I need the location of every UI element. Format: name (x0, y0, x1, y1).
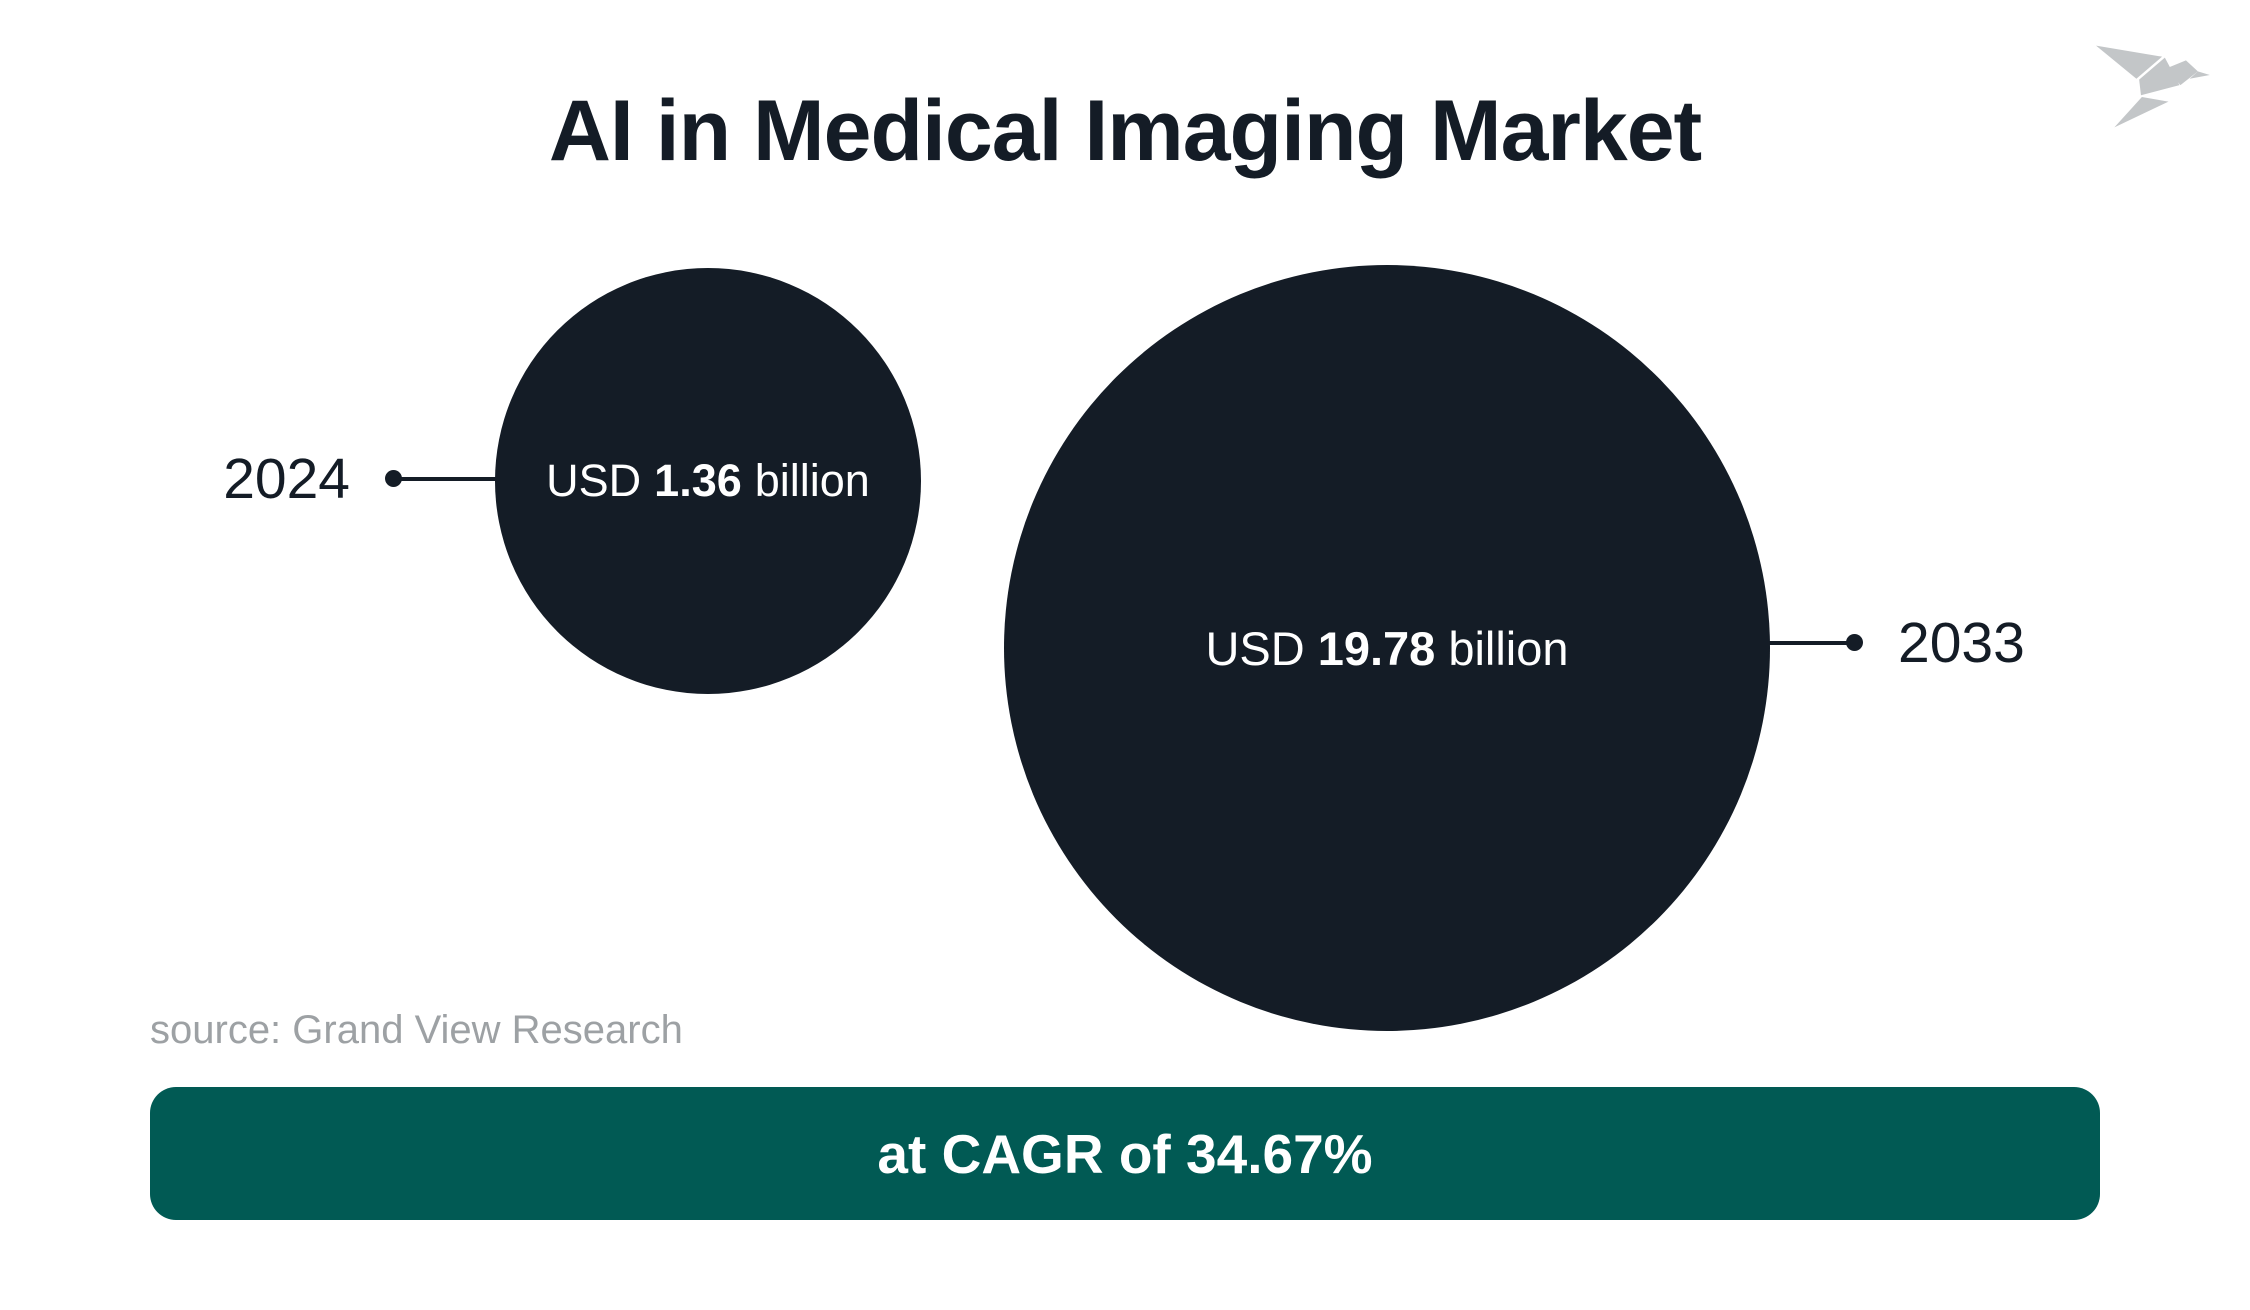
bubble-2024-currency: USD (546, 455, 642, 506)
callout-line-2024 (393, 477, 497, 481)
callout-line-2033 (1766, 641, 1850, 645)
bubble-2033: USD 19.78 billion (1004, 265, 1770, 1031)
source-attribution: source: Grand View Research (150, 1008, 683, 1052)
cagr-banner: at CAGR of 34.67% (150, 1087, 2100, 1220)
cagr-banner-text: at CAGR of 34.67% (877, 1122, 1373, 1185)
bubble-2024: USD 1.36 billion (495, 268, 921, 694)
bubble-2024-value: 1.36 (654, 455, 742, 506)
callout-dot-2033 (1846, 634, 1863, 651)
bubble-2033-value: 19.78 (1317, 621, 1436, 675)
bubble-2033-unit: billion (1448, 621, 1569, 675)
bubble-2033-currency: USD (1205, 621, 1305, 675)
page-title: AI in Medical Imaging Market (548, 83, 1702, 179)
year-label-2024: 2024 (223, 447, 350, 511)
year-label-2033: 2033 (1898, 611, 2025, 675)
origami-bird-icon (2096, 45, 2210, 128)
bubble-2024-unit: billion (754, 455, 870, 506)
